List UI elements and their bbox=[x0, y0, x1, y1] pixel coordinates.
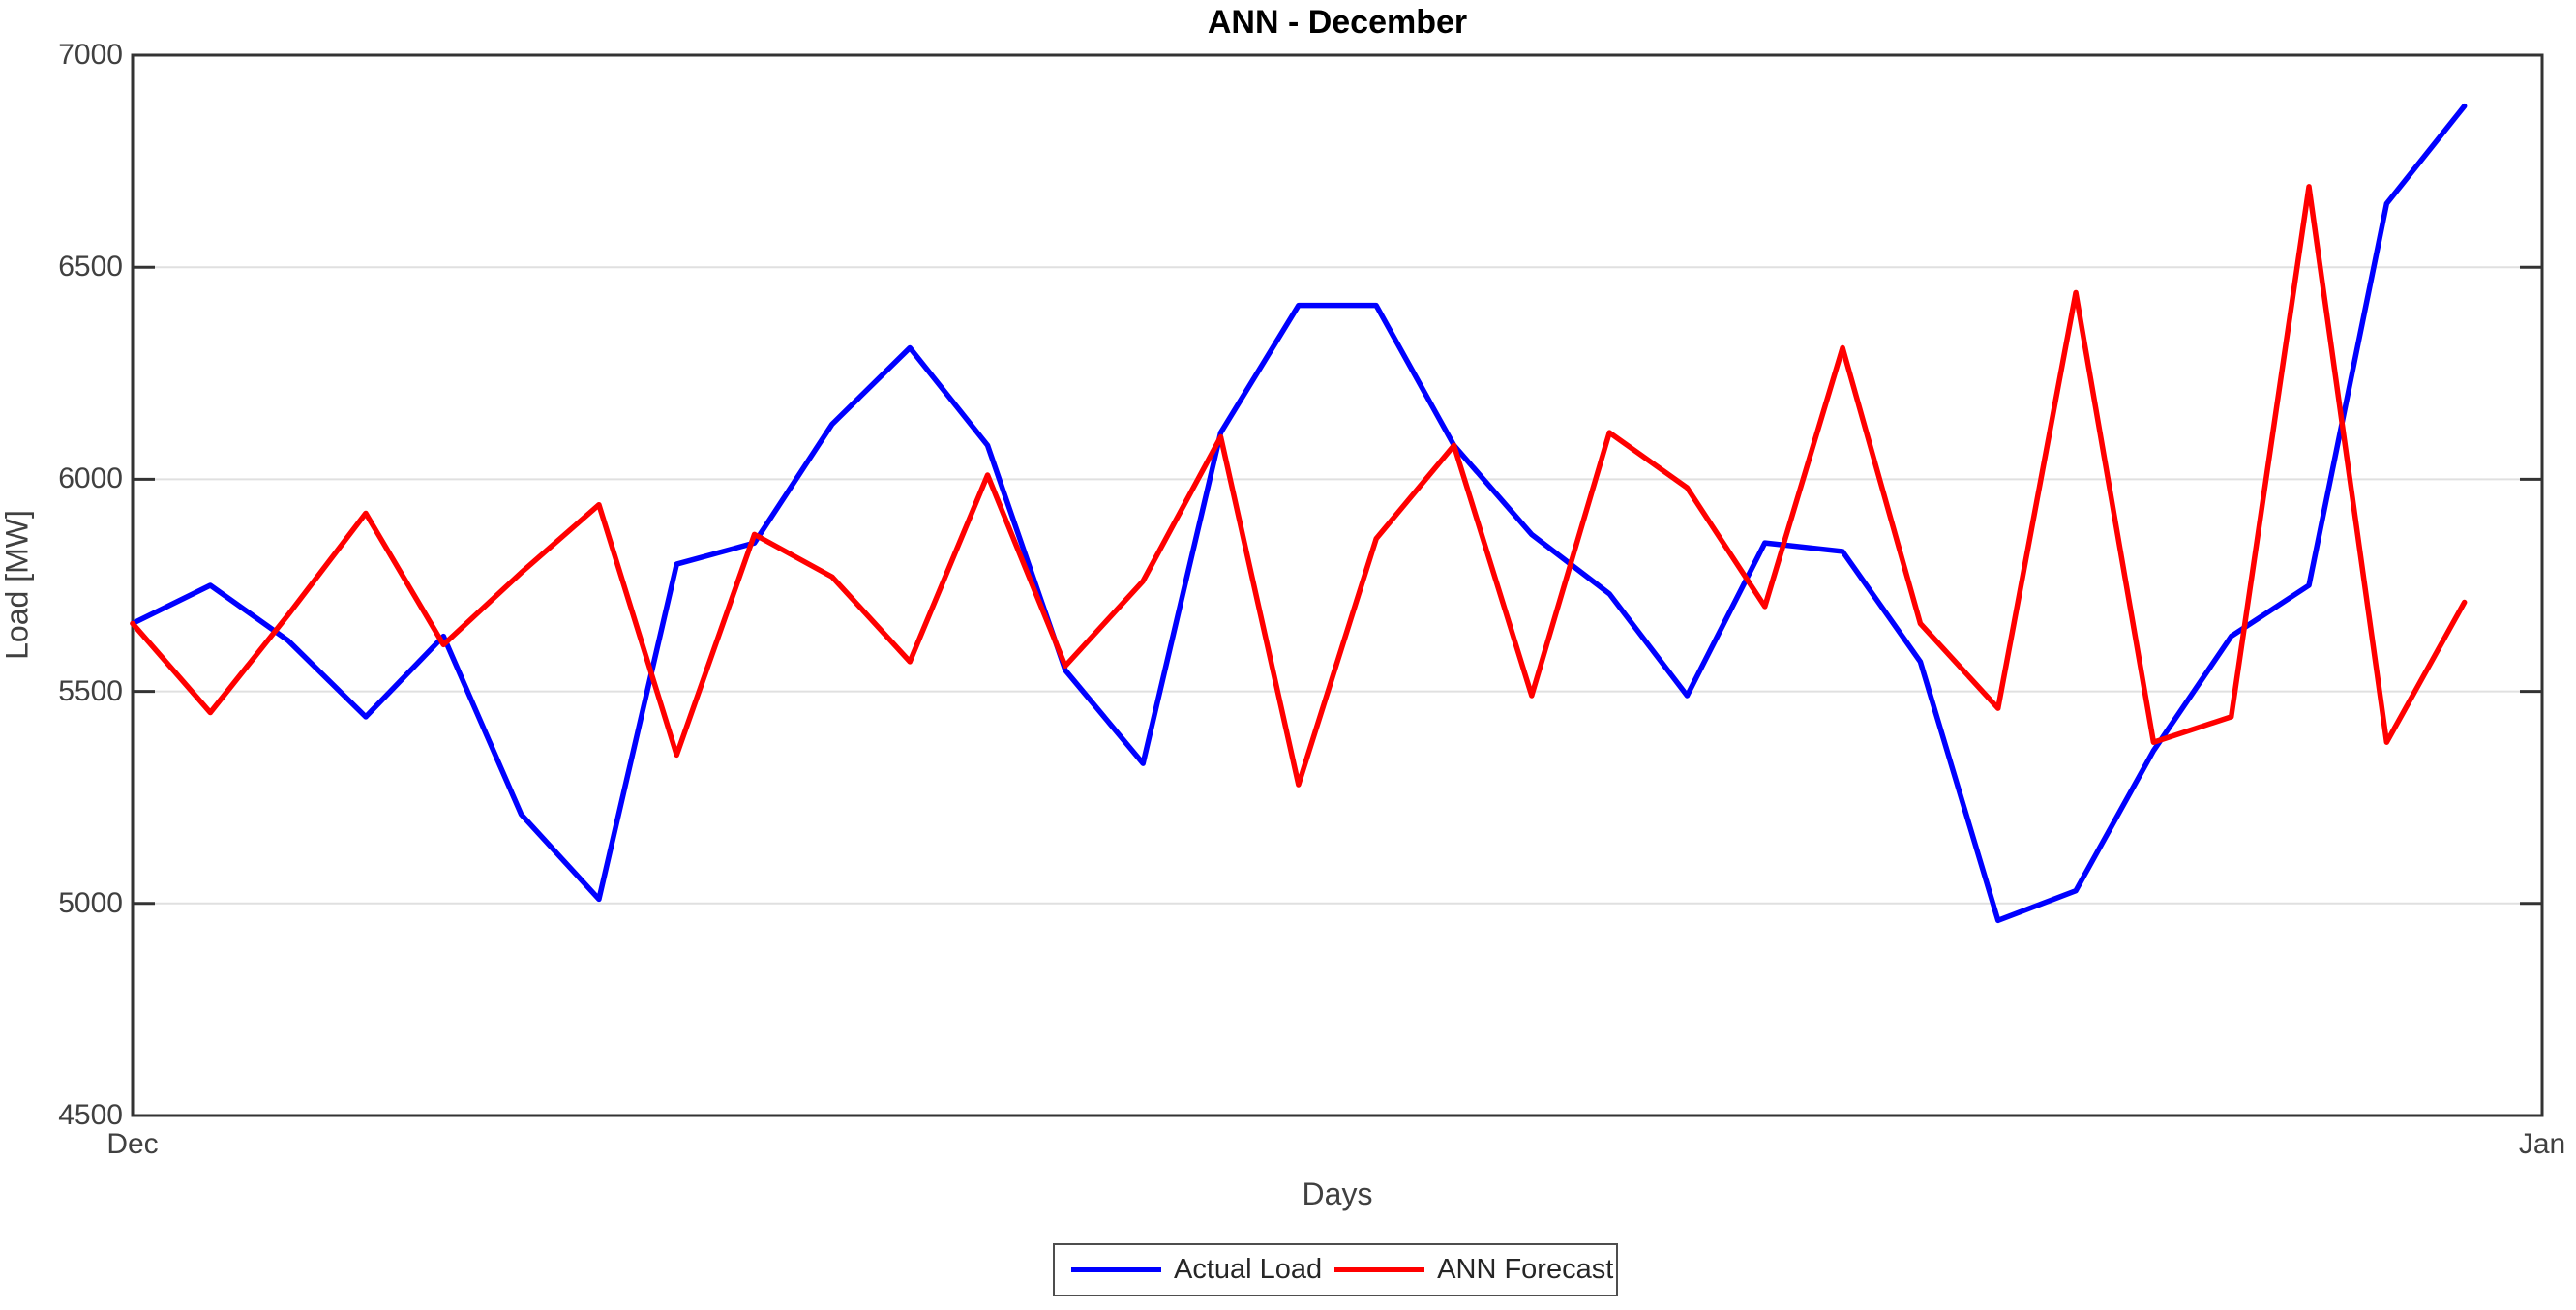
y-tick-label-6500: 6500 bbox=[58, 251, 123, 283]
y-tick-label-6000: 6000 bbox=[58, 462, 123, 495]
ann-forecast-line-sample bbox=[1334, 1267, 1425, 1272]
x-tick-label-jan: Jan bbox=[2518, 1128, 2566, 1160]
legend-label-ann-forecast: ANN Forecast bbox=[1437, 1254, 1614, 1285]
x-tick-label-dec: Dec bbox=[106, 1128, 159, 1160]
ann-forecast-line bbox=[130, 184, 2468, 788]
actual-load-line bbox=[130, 103, 2468, 924]
legend-entry-actual-load: Actual Load bbox=[1071, 1254, 1334, 1286]
axes-box bbox=[131, 53, 2544, 1117]
actual-load-line-sample bbox=[1071, 1267, 1161, 1272]
chart-title: ANN - December bbox=[1207, 4, 1468, 41]
legend-label-actual-load: Actual Load bbox=[1174, 1254, 1323, 1285]
y-tick-label-7000: 7000 bbox=[58, 39, 123, 71]
x-axis-title: Days bbox=[1302, 1176, 1373, 1211]
y-tick-label-5500: 5500 bbox=[58, 674, 123, 707]
legend-box: Actual Load ANN Forecast bbox=[1053, 1243, 1618, 1296]
legend-entry-ann-forecast: ANN Forecast bbox=[1334, 1254, 1626, 1286]
y-tick-label-4500: 4500 bbox=[58, 1099, 123, 1131]
y-tick-label-5000: 5000 bbox=[58, 886, 123, 919]
